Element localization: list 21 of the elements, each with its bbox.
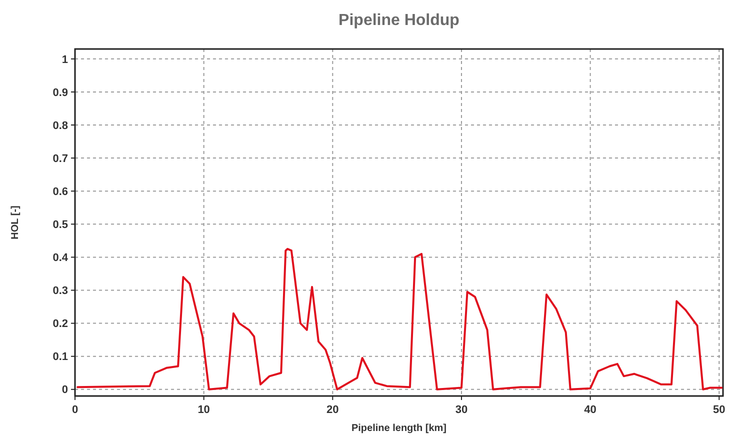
y-tick-label: 0.9	[52, 86, 68, 99]
y-tick-label: 0	[62, 384, 68, 396]
y-tick-label: 0.4	[52, 252, 69, 264]
x-tick-label: 30	[455, 404, 468, 416]
y-tick-label: 0.7	[52, 152, 68, 165]
x-tick-label: 0	[72, 404, 78, 416]
line-series	[76, 248, 723, 390]
chart-title: Pipeline Holdup	[338, 12, 460, 29]
y-tick-label: 1	[62, 54, 68, 66]
y-tick-label: 0.2	[52, 318, 68, 330]
x-tick-label: 20	[326, 404, 339, 416]
x-tick-label: 10	[198, 404, 210, 416]
y-axis-title: HOL [-]	[10, 206, 21, 240]
y-tick-label: 0.3	[52, 285, 68, 298]
x-tick-label: 40	[584, 404, 596, 416]
y-tick-label: 0.6	[52, 186, 68, 198]
y-tick-label: 0.1	[52, 351, 68, 364]
y-tick-label: 0.5	[52, 219, 68, 231]
x-tick-label: 50	[713, 404, 726, 416]
y-tick-label: 0.8	[52, 120, 68, 132]
x-axis-title: Pipeline length [km]	[351, 423, 447, 434]
